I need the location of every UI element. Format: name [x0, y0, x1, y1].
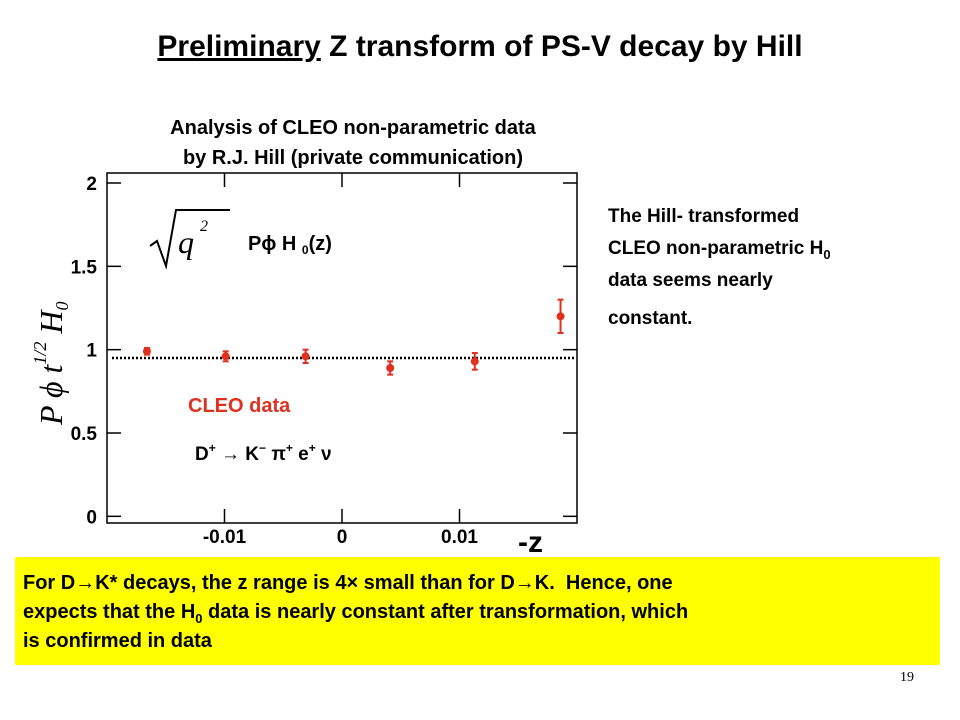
note-line: CLEO non-parametric H0	[608, 238, 831, 262]
y-tick-label: 0.5	[71, 424, 98, 445]
formula-sub: 0	[302, 243, 309, 257]
process-sup: +	[209, 441, 216, 455]
y-label-sub: 0	[52, 301, 72, 310]
process-sup: +	[286, 441, 293, 455]
note-line: The Hill- transformed	[608, 206, 799, 227]
box-text: expects that the H	[23, 601, 196, 623]
note-line: constant.	[608, 308, 692, 329]
note-text: CLEO non-parametric H	[608, 238, 823, 259]
process-text: e	[293, 444, 309, 465]
x-tick-label: 0.01	[441, 527, 478, 548]
formula-text: q	[178, 224, 194, 260]
process: D+ → K− π+ e+ ν	[195, 441, 332, 465]
process-text: → K	[216, 444, 260, 465]
formula-sup: 2	[200, 218, 208, 235]
caption-line: Analysis of CLEO non-parametric data	[170, 117, 537, 139]
box-sub: 0	[195, 611, 203, 626]
box-text: data is nearly constant after transforma…	[202, 601, 689, 623]
point	[556, 312, 565, 321]
box-line: For D→K* decays, the z range is 4× small…	[23, 572, 673, 594]
sqrt-sign	[149, 209, 230, 270]
point	[470, 357, 479, 366]
y-tick-label: 1.5	[71, 257, 98, 278]
summary-box: For D→K* decays, the z range is 4× small…	[15, 557, 940, 665]
formula-text: H	[276, 233, 302, 255]
process-sup: +	[309, 441, 316, 455]
page-number: 19	[900, 670, 914, 685]
box-line: is confirmed in data	[23, 630, 212, 652]
y-label-text: H	[33, 309, 69, 342]
point	[221, 352, 230, 361]
caption-line: by R.J. Hill (private communication)	[183, 147, 523, 169]
process-text: π	[266, 444, 286, 465]
y-tick-label: 0	[86, 507, 97, 528]
point	[142, 347, 151, 356]
note-sub: 0	[823, 247, 830, 262]
x-tick-label: 0	[337, 527, 348, 548]
legend-label: CLEO data	[188, 395, 291, 417]
process-sup: −	[259, 441, 266, 455]
x-axis-label: -z	[518, 526, 543, 559]
y-tick-label: 1	[86, 341, 97, 362]
y-tick-label: 2	[86, 174, 97, 195]
process-text: ν	[316, 444, 332, 465]
note-line: data seems nearly	[608, 270, 773, 291]
slide-title: Preliminary Z transform of PS-V decay by…	[157, 30, 802, 63]
y-label-sup: 1/2	[30, 342, 50, 365]
title-rest: Z transform of PS-V decay by Hill	[329, 30, 802, 63]
formula-text: (z)	[309, 233, 332, 255]
formula-text: Pϕ	[248, 233, 276, 255]
y-axis-label: P ϕ t1/2 H0	[30, 301, 72, 426]
formula: Pϕ H 0(z)	[248, 233, 332, 257]
box-line: expects that the H0 data is nearly const…	[23, 598, 932, 627]
y-label-text: P ϕ t	[33, 363, 69, 426]
title-underlined: Preliminary	[157, 30, 321, 63]
process-text: D	[195, 444, 209, 465]
point	[301, 352, 310, 361]
point	[386, 364, 395, 372]
x-tick-label: -0.01	[203, 527, 247, 548]
